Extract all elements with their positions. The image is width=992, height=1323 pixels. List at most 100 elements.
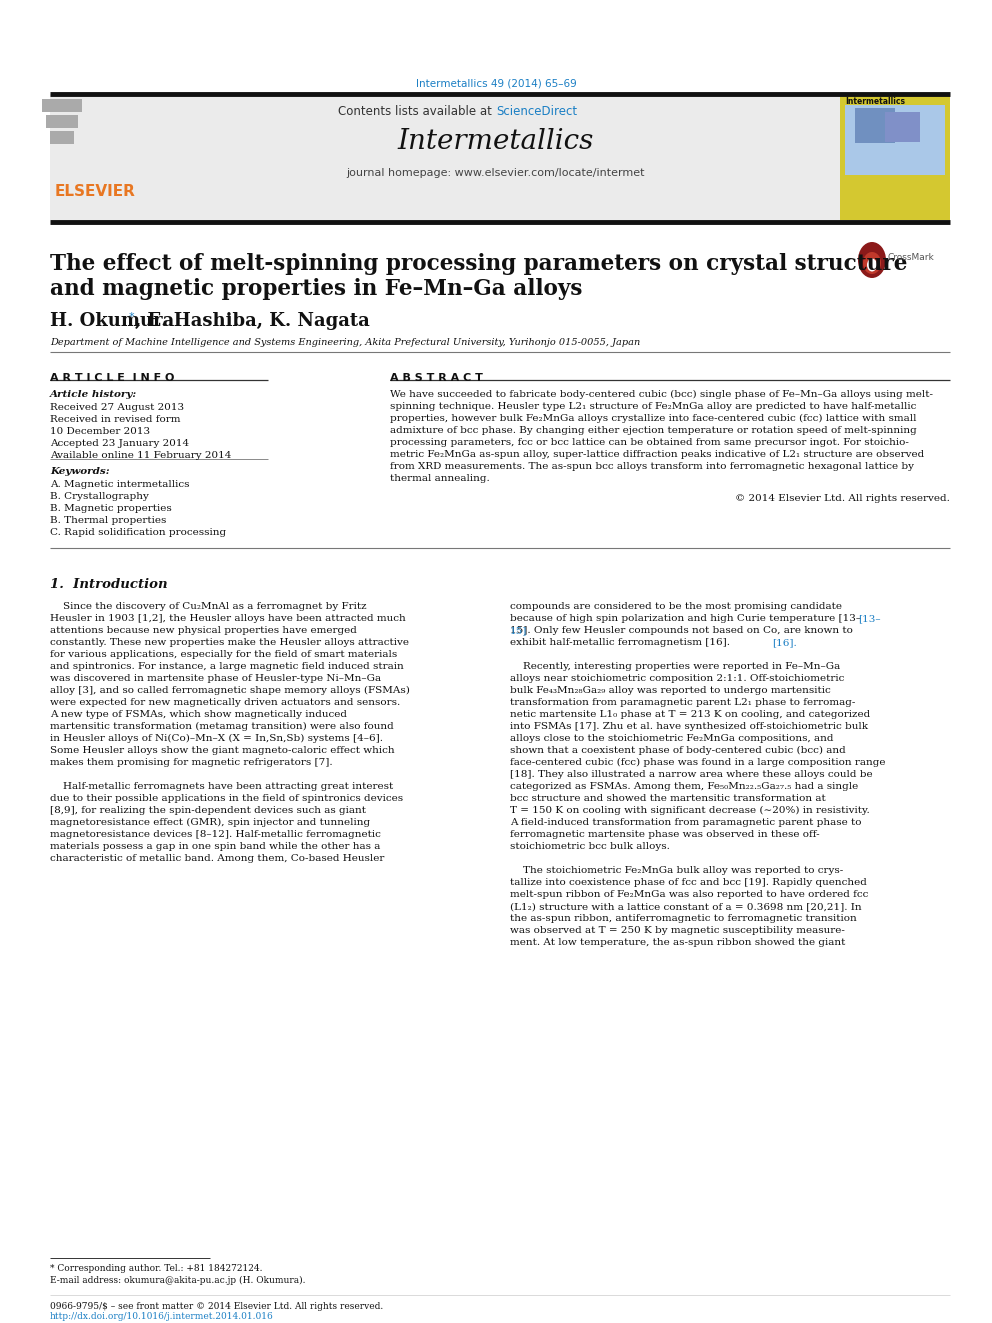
Text: [8,9], for realizing the spin-dependent devices such as giant: [8,9], for realizing the spin-dependent … xyxy=(50,806,366,815)
Text: admixture of bcc phase. By changing either ejection temperature or rotation spee: admixture of bcc phase. By changing eith… xyxy=(390,426,917,435)
Text: A new type of FSMAs, which show magnetically induced: A new type of FSMAs, which show magnetic… xyxy=(50,710,347,718)
Text: compounds are considered to be the most promising candidate: compounds are considered to be the most … xyxy=(510,602,842,611)
Text: were expected for new magnetically driven actuators and sensors.: were expected for new magnetically drive… xyxy=(50,699,400,706)
Text: A R T I C L E  I N F O: A R T I C L E I N F O xyxy=(50,373,175,382)
Text: 10 December 2013: 10 December 2013 xyxy=(50,427,150,437)
Ellipse shape xyxy=(858,242,886,278)
Text: transformation from paramagnetic parent L2₁ phase to ferromag-: transformation from paramagnetic parent … xyxy=(510,699,855,706)
Text: * Corresponding author. Tel.: +81 184272124.: * Corresponding author. Tel.: +81 184272… xyxy=(50,1263,263,1273)
Text: categorized as FSMAs. Among them, Fe₅₀Mn₂₂.₅Ga₂₇.₅ had a single: categorized as FSMAs. Among them, Fe₅₀Mn… xyxy=(510,782,858,791)
Bar xyxy=(50,94,950,220)
Text: because of high spin polarization and high Curie temperature [13–: because of high spin polarization and hi… xyxy=(510,614,861,623)
Text: processing parameters, fcc or bcc lattice can be obtained from same precursor in: processing parameters, fcc or bcc lattic… xyxy=(390,438,909,447)
Text: 0966-9795/$ – see front matter © 2014 Elsevier Ltd. All rights reserved.: 0966-9795/$ – see front matter © 2014 El… xyxy=(50,1302,383,1311)
Text: [18]. They also illustrated a narrow area where these alloys could be: [18]. They also illustrated a narrow are… xyxy=(510,770,873,779)
Text: thermal annealing.: thermal annealing. xyxy=(390,474,490,483)
Text: B. Magnetic properties: B. Magnetic properties xyxy=(50,504,172,513)
Text: from XRD measurements. The as-spun bcc alloys transform into ferromagnetic hexag: from XRD measurements. The as-spun bcc a… xyxy=(390,462,914,471)
Text: Keywords:: Keywords: xyxy=(50,467,110,476)
Text: tallize into coexistence phase of fcc and bcc [19]. Rapidly quenched: tallize into coexistence phase of fcc an… xyxy=(510,878,867,886)
Text: 15]: 15] xyxy=(510,626,528,635)
Text: ferromagnetic martensite phase was observed in these off-: ferromagnetic martensite phase was obser… xyxy=(510,830,819,839)
Text: the as-spun ribbon, antiferromagnetic to ferromagnetic transition: the as-spun ribbon, antiferromagnetic to… xyxy=(510,914,857,923)
Text: in Heusler alloys of Ni(Co)–Mn–X (X = In,Sn,Sb) systems [4–6].: in Heusler alloys of Ni(Co)–Mn–X (X = In… xyxy=(50,734,383,744)
Text: journal homepage: www.elsevier.com/locate/intermet: journal homepage: www.elsevier.com/locat… xyxy=(347,168,645,179)
Text: Received 27 August 2013: Received 27 August 2013 xyxy=(50,404,185,411)
Bar xyxy=(840,94,950,220)
Text: 1.  Introduction: 1. Introduction xyxy=(50,578,168,591)
Text: (L1₂) structure with a lattice constant of a = 0.3698 nm [20,21]. In: (L1₂) structure with a lattice constant … xyxy=(510,902,862,912)
Text: alloy [3], and so called ferromagnetic shape memory alloys (FSMAs): alloy [3], and so called ferromagnetic s… xyxy=(50,687,410,695)
Text: ELSEVIER: ELSEVIER xyxy=(55,184,136,198)
Text: Intermetallics: Intermetallics xyxy=(398,128,594,155)
Text: alloys near stoichiometric composition 2:1:1. Off-stoichiometric: alloys near stoichiometric composition 2… xyxy=(510,673,844,683)
Text: constantly. These new properties make the Heusler alloys attractive: constantly. These new properties make th… xyxy=(50,638,409,647)
Ellipse shape xyxy=(863,251,881,274)
Text: metric Fe₂MnGa as-spun alloy, super-lattice diffraction peaks indicative of L2₁ : metric Fe₂MnGa as-spun alloy, super-latt… xyxy=(390,450,925,459)
Text: into FSMAs [17]. Zhu et al. have synthesized off-stoichiometric bulk: into FSMAs [17]. Zhu et al. have synthes… xyxy=(510,722,868,732)
Text: Department of Machine Intelligence and Systems Engineering, Akita Prefectural Un: Department of Machine Intelligence and S… xyxy=(50,337,640,347)
Text: C. Rapid solidification processing: C. Rapid solidification processing xyxy=(50,528,226,537)
Text: makes them promising for magnetic refrigerators [7].: makes them promising for magnetic refrig… xyxy=(50,758,332,767)
Text: [13–: [13– xyxy=(858,614,881,623)
Text: Received in revised form: Received in revised form xyxy=(50,415,181,423)
Text: melt-spun ribbon of Fe₂MnGa was also reported to have ordered fcc: melt-spun ribbon of Fe₂MnGa was also rep… xyxy=(510,890,868,900)
Text: *: * xyxy=(129,312,135,321)
Text: CrossMark: CrossMark xyxy=(888,253,934,262)
Text: netic martensite L1₀ phase at T = 213 K on cooling, and categorized: netic martensite L1₀ phase at T = 213 K … xyxy=(510,710,870,718)
Text: face-centered cubic (fcc) phase was found in a large composition range: face-centered cubic (fcc) phase was foun… xyxy=(510,758,886,767)
Text: Contents lists available at: Contents lists available at xyxy=(338,105,496,118)
Text: 15]. Only few Heusler compounds not based on Co, are known to: 15]. Only few Heusler compounds not base… xyxy=(510,626,853,635)
Text: bulk Fe₄₃Mn₂₈Ga₂₉ alloy was reported to undergo martensitic: bulk Fe₄₃Mn₂₈Ga₂₉ alloy was reported to … xyxy=(510,687,830,695)
Text: and spintronics. For instance, a large magnetic field induced strain: and spintronics. For instance, a large m… xyxy=(50,662,404,671)
Text: Intermetallics 49 (2014) 65–69: Intermetallics 49 (2014) 65–69 xyxy=(416,78,576,89)
Text: The stoichiometric Fe₂MnGa bulk alloy was reported to crys-: The stoichiometric Fe₂MnGa bulk alloy wa… xyxy=(510,867,843,875)
Text: Accepted 23 January 2014: Accepted 23 January 2014 xyxy=(50,439,189,448)
Text: ment. At low temperature, the as-spun ribbon showed the giant: ment. At low temperature, the as-spun ri… xyxy=(510,938,845,947)
Text: Article history:: Article history: xyxy=(50,390,137,400)
Text: Since the discovery of Cu₂MnAl as a ferromagnet by Fritz: Since the discovery of Cu₂MnAl as a ferr… xyxy=(50,602,367,611)
Text: , E. Hashiba, K. Nagata: , E. Hashiba, K. Nagata xyxy=(135,312,370,329)
Text: for various applications, especially for the field of smart materials: for various applications, especially for… xyxy=(50,650,397,659)
Text: spinning technique. Heusler type L2₁ structure of Fe₂MnGa alloy are predicted to: spinning technique. Heusler type L2₁ str… xyxy=(390,402,917,411)
Text: Available online 11 February 2014: Available online 11 February 2014 xyxy=(50,451,231,460)
Ellipse shape xyxy=(867,258,877,271)
Text: B. Thermal properties: B. Thermal properties xyxy=(50,516,167,525)
Bar xyxy=(46,115,78,128)
Text: © 2014 Elsevier Ltd. All rights reserved.: © 2014 Elsevier Ltd. All rights reserved… xyxy=(735,493,950,503)
Text: attentions because new physical properties have emerged: attentions because new physical properti… xyxy=(50,626,357,635)
Text: H. Okumura: H. Okumura xyxy=(50,312,175,329)
Text: A. Magnetic intermetallics: A. Magnetic intermetallics xyxy=(50,480,189,490)
Text: bcc structure and showed the martensitic transformation at: bcc structure and showed the martensitic… xyxy=(510,794,825,803)
Text: martensitic transformation (metamag transition) were also found: martensitic transformation (metamag tran… xyxy=(50,722,394,732)
Text: exhibit half-metallic ferromagnetism [16].: exhibit half-metallic ferromagnetism [16… xyxy=(510,638,730,647)
Text: [16].: [16]. xyxy=(772,638,797,647)
Text: ScienceDirect: ScienceDirect xyxy=(496,105,577,118)
Text: B. Crystallography: B. Crystallography xyxy=(50,492,149,501)
Text: A B S T R A C T: A B S T R A C T xyxy=(390,373,483,382)
Text: Intermetallics: Intermetallics xyxy=(845,97,905,106)
Text: alloys close to the stoichiometric Fe₂MnGa compositions, and: alloys close to the stoichiometric Fe₂Mn… xyxy=(510,734,833,744)
Bar xyxy=(855,108,895,143)
Text: due to their possible applications in the field of spintronics devices: due to their possible applications in th… xyxy=(50,794,403,803)
Text: characteristic of metallic band. Among them, Co-based Heusler: characteristic of metallic band. Among t… xyxy=(50,855,384,863)
Text: http://dx.doi.org/10.1016/j.intermet.2014.01.016: http://dx.doi.org/10.1016/j.intermet.201… xyxy=(50,1312,274,1320)
Text: Heusler in 1903 [1,2], the Heusler alloys have been attracted much: Heusler in 1903 [1,2], the Heusler alloy… xyxy=(50,614,406,623)
Text: and magnetic properties in Fe–Mn–Ga alloys: and magnetic properties in Fe–Mn–Ga allo… xyxy=(50,278,582,300)
Text: Recently, interesting properties were reported in Fe–Mn–Ga: Recently, interesting properties were re… xyxy=(510,662,840,671)
Bar xyxy=(42,99,82,112)
Bar xyxy=(50,94,198,194)
Bar xyxy=(50,131,74,144)
Text: was discovered in martensite phase of Heusler-type Ni–Mn–Ga: was discovered in martensite phase of He… xyxy=(50,673,381,683)
Text: was observed at T = 250 K by magnetic susceptibility measure-: was observed at T = 250 K by magnetic su… xyxy=(510,926,845,935)
Text: We have succeeded to fabricate body-centered cubic (bcc) single phase of Fe–Mn–G: We have succeeded to fabricate body-cent… xyxy=(390,390,933,400)
Text: stoichiometric bcc bulk alloys.: stoichiometric bcc bulk alloys. xyxy=(510,841,670,851)
Text: E-mail address: okumura@akita-pu.ac.jp (H. Okumura).: E-mail address: okumura@akita-pu.ac.jp (… xyxy=(50,1275,306,1285)
Bar xyxy=(845,105,945,175)
Text: Some Heusler alloys show the giant magneto-caloric effect which: Some Heusler alloys show the giant magne… xyxy=(50,746,395,755)
Text: The effect of melt-spinning processing parameters on crystal structure: The effect of melt-spinning processing p… xyxy=(50,253,908,275)
Text: properties, however bulk Fe₂MnGa alloys crystallize into face-centered cubic (fc: properties, however bulk Fe₂MnGa alloys … xyxy=(390,414,917,423)
Text: T = 150 K on cooling with significant decrease (∼20%) in resistivity.: T = 150 K on cooling with significant de… xyxy=(510,806,870,815)
Text: materials possess a gap in one spin band while the other has a: materials possess a gap in one spin band… xyxy=(50,841,380,851)
Text: shown that a coexistent phase of body-centered cubic (bcc) and: shown that a coexistent phase of body-ce… xyxy=(510,746,846,755)
